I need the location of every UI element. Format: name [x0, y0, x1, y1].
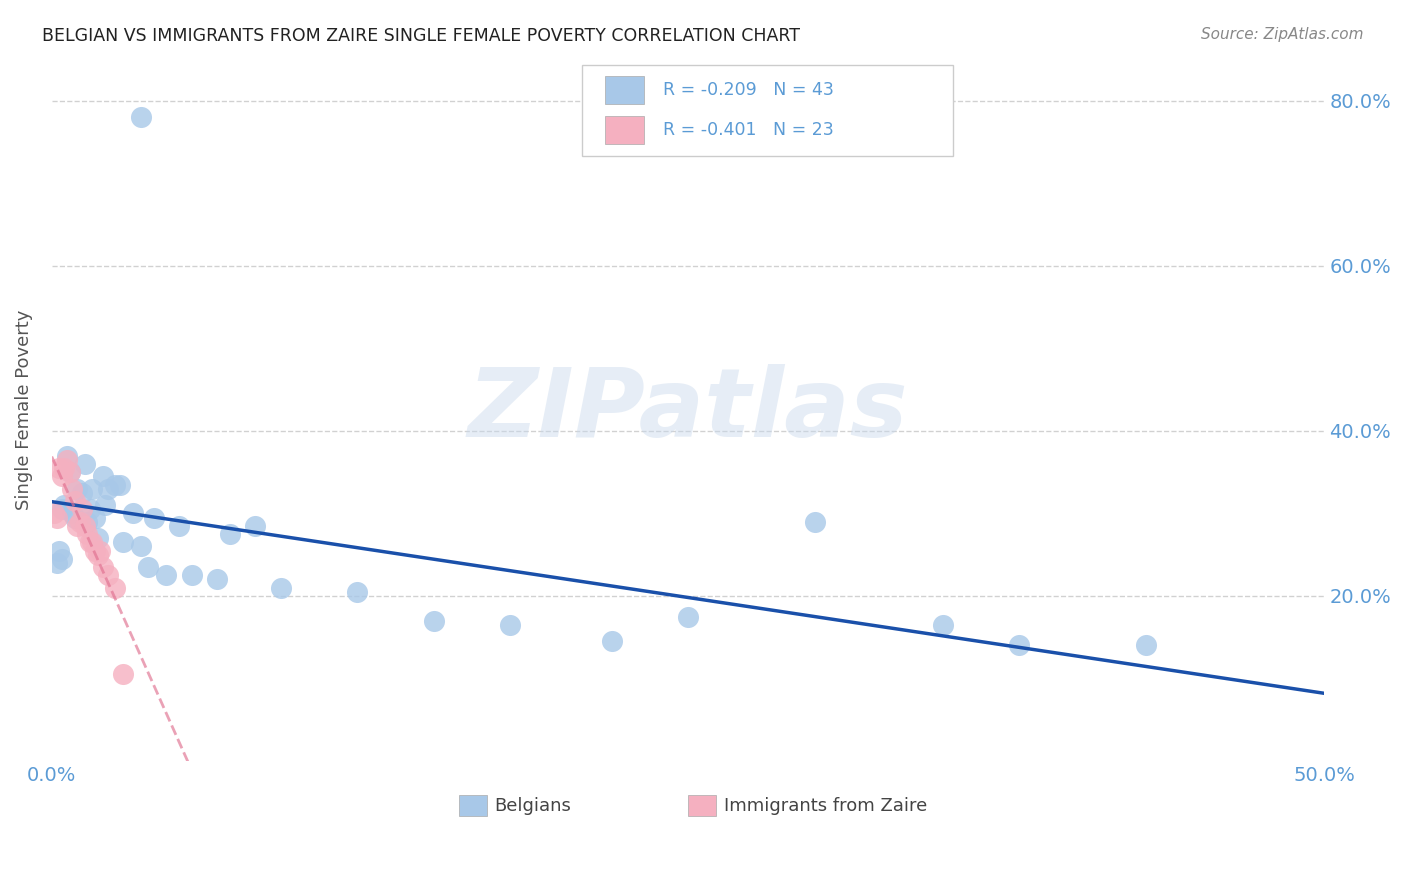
FancyBboxPatch shape: [582, 64, 953, 156]
Bar: [606, 116, 644, 144]
Point: [104, 477, 127, 491]
Point: [79, 502, 101, 516]
Point: [66, 518, 89, 533]
Point: [76, 527, 98, 541]
Point: [94, 498, 117, 512]
Bar: [458, 795, 486, 815]
Point: [97, 482, 120, 496]
Point: [138, 560, 160, 574]
Text: R = -0.401   N = 23: R = -0.401 N = 23: [662, 120, 834, 139]
Point: [73, 518, 96, 533]
Point: [82, 482, 104, 496]
Point: [804, 515, 827, 529]
Text: ZIPatlas: ZIPatlas: [468, 364, 908, 457]
Point: [72, 502, 94, 516]
Point: [1135, 639, 1157, 653]
Point: [76, 515, 98, 529]
Point: [58, 465, 80, 479]
Point: [91, 469, 114, 483]
Text: Immigrants from Zaire: Immigrants from Zaire: [724, 797, 927, 815]
Point: [82, 535, 104, 549]
Point: [48, 543, 70, 558]
Point: [270, 581, 292, 595]
Point: [142, 510, 165, 524]
Point: [111, 535, 134, 549]
Point: [53, 498, 76, 512]
Point: [155, 568, 177, 582]
Point: [56, 449, 79, 463]
Point: [97, 568, 120, 582]
Point: [219, 527, 242, 541]
Point: [51, 551, 73, 566]
Point: [51, 469, 73, 483]
Point: [245, 518, 267, 533]
Point: [931, 617, 953, 632]
Text: Source: ZipAtlas.com: Source: ZipAtlas.com: [1201, 27, 1364, 42]
Point: [89, 543, 111, 558]
Point: [104, 581, 127, 595]
Point: [79, 535, 101, 549]
Point: [86, 548, 108, 562]
Point: [56, 452, 79, 467]
Point: [129, 540, 152, 554]
Point: [167, 518, 190, 533]
Point: [499, 617, 522, 632]
Point: [600, 634, 623, 648]
Point: [45, 510, 67, 524]
Point: [63, 494, 86, 508]
Point: [129, 111, 152, 125]
Point: [58, 465, 80, 479]
Point: [84, 543, 107, 558]
Point: [110, 477, 132, 491]
Bar: [688, 795, 716, 815]
Point: [60, 507, 83, 521]
Point: [91, 560, 114, 574]
Point: [69, 515, 91, 529]
Y-axis label: Single Female Poverty: Single Female Poverty: [15, 310, 32, 510]
Point: [1008, 639, 1031, 653]
Text: Belgians: Belgians: [495, 797, 571, 815]
Point: [44, 507, 66, 521]
Point: [422, 614, 444, 628]
Point: [122, 507, 145, 521]
Point: [63, 510, 86, 524]
Point: [60, 482, 83, 496]
Point: [111, 667, 134, 681]
Point: [51, 502, 73, 516]
Bar: [606, 76, 644, 104]
Point: [84, 510, 107, 524]
Point: [180, 568, 202, 582]
Point: [66, 482, 89, 496]
Point: [45, 556, 67, 570]
Point: [72, 485, 94, 500]
Point: [205, 573, 228, 587]
Point: [346, 584, 368, 599]
Point: [53, 461, 76, 475]
Point: [48, 461, 70, 475]
Text: R = -0.209   N = 43: R = -0.209 N = 43: [662, 81, 834, 99]
Text: BELGIAN VS IMMIGRANTS FROM ZAIRE SINGLE FEMALE POVERTY CORRELATION CHART: BELGIAN VS IMMIGRANTS FROM ZAIRE SINGLE …: [42, 27, 800, 45]
Point: [676, 609, 699, 624]
Point: [73, 457, 96, 471]
Point: [86, 531, 108, 545]
